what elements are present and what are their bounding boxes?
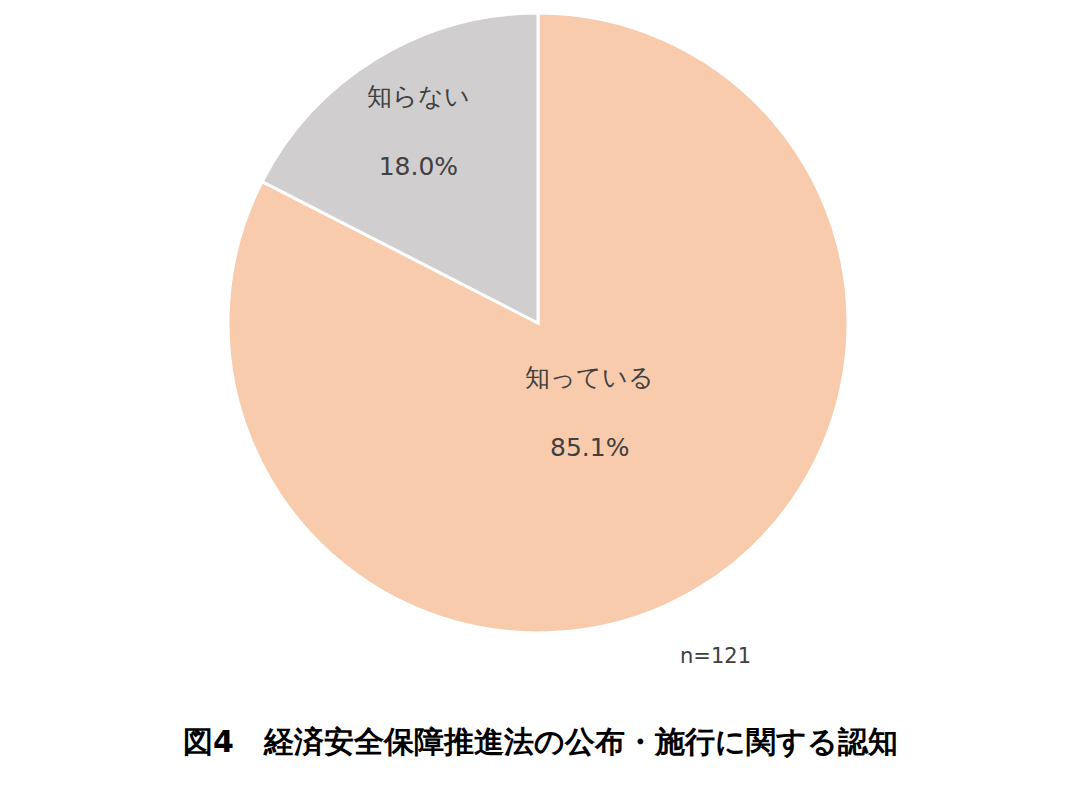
pie [228,13,848,633]
slice-value-label: 18.0% [379,152,458,181]
sample-size-note: n=121 [680,644,751,668]
chart-title: 図4 経済安全保障推進法の公布・施行に関する認知 [183,724,898,759]
slice-category-label: 知っている [525,363,654,392]
pie-slice [262,13,538,323]
slice-category-label: 知らない [367,82,470,111]
pie-slice [228,13,848,633]
data-labels: 知っている 85.1% 知らない 18.0% [367,82,654,461]
slice-value-label: 85.1% [550,433,629,462]
chart-canvas: 知っている 85.1% 知らない 18.0% n=121 図4 経済安全保障推進法の公布・… [0,0,1081,801]
